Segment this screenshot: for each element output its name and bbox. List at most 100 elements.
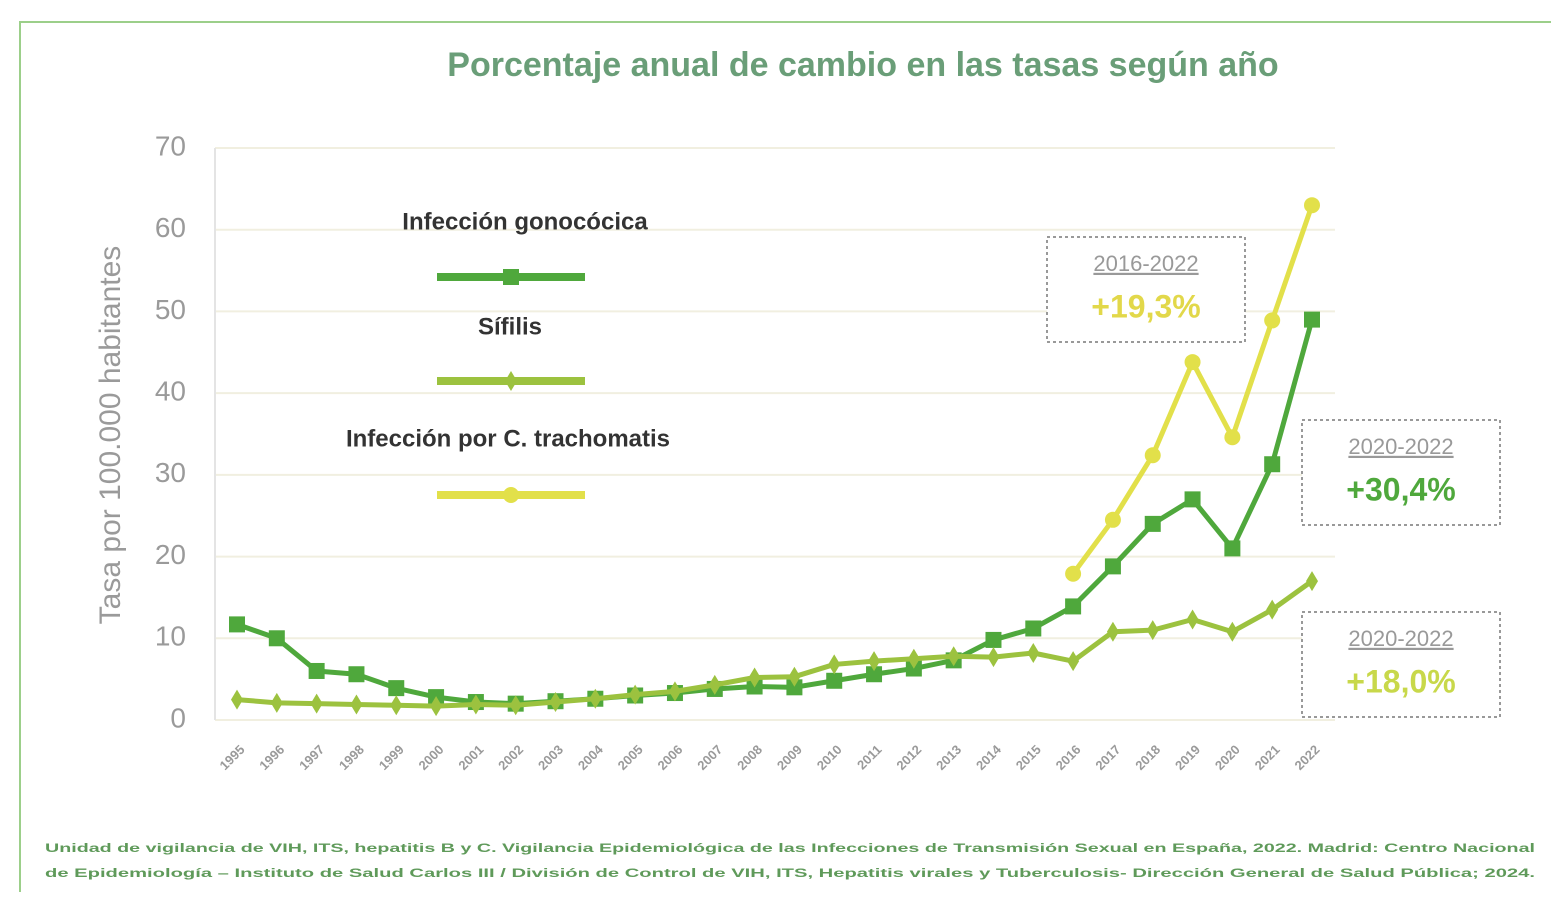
- y-tick-label: 70: [155, 130, 186, 161]
- marker: [505, 371, 517, 391]
- chart-title: Porcentaje anual de cambio en las tasas …: [447, 46, 1278, 84]
- marker: [1106, 621, 1119, 642]
- x-tick-label: 2020: [1212, 742, 1243, 773]
- x-tick-label: 2007: [694, 742, 725, 773]
- marker: [503, 269, 519, 285]
- marker: [708, 674, 721, 695]
- legend-label: Infección gonocócica: [402, 208, 648, 235]
- marker: [1184, 354, 1201, 371]
- marker: [868, 651, 881, 672]
- frame: [19, 21, 1551, 897]
- marker: [1104, 558, 1121, 575]
- marker: [828, 654, 841, 675]
- marker: [503, 487, 519, 503]
- marker: [509, 695, 522, 716]
- x-tick-label: 2001: [455, 742, 486, 773]
- x-tick-label: 2008: [734, 742, 765, 773]
- x-tick-label: 2011: [854, 742, 885, 773]
- x-tick-label: 2018: [1132, 742, 1163, 773]
- marker: [390, 695, 403, 716]
- marker: [947, 646, 960, 667]
- marker: [1144, 515, 1161, 532]
- x-tick-label: 2021: [1252, 742, 1283, 773]
- marker: [549, 692, 562, 713]
- annotation-value: +18,0%: [1346, 663, 1455, 699]
- marker: [350, 694, 363, 715]
- marker: [668, 681, 681, 702]
- marker: [985, 631, 1002, 648]
- x-tick-label: 2010: [814, 742, 845, 773]
- y-tick-label: 60: [155, 212, 186, 243]
- x-tick-label: 1996: [256, 742, 287, 773]
- marker: [1266, 599, 1279, 620]
- y-tick-label: 0: [170, 702, 186, 733]
- x-tick-label: 2000: [416, 742, 447, 773]
- annotation-value: +30,4%: [1346, 471, 1455, 507]
- annotation-box: [1301, 611, 1501, 718]
- x-tick-label: 2019: [1172, 742, 1203, 773]
- x-tick-label: 2004: [575, 741, 607, 773]
- y-tick-label: 30: [155, 457, 186, 488]
- x-tick-label: 1995: [216, 742, 247, 773]
- annotation-value: +19,3%: [1091, 288, 1200, 324]
- marker: [1186, 609, 1199, 630]
- marker: [866, 666, 883, 683]
- marker: [388, 680, 405, 697]
- y-tick-label: 10: [155, 621, 186, 652]
- marker: [589, 688, 602, 709]
- x-tick-label: 2012: [893, 742, 924, 773]
- marker: [786, 679, 803, 696]
- marker: [1226, 621, 1239, 642]
- series-line: [236, 318, 1315, 707]
- marker: [270, 692, 283, 713]
- marker: [1304, 311, 1320, 328]
- source-text: Unidad de vigilancia de VIH, ITS, hepati…: [45, 841, 1535, 855]
- annotation-box: [1046, 236, 1246, 343]
- source-text: de Epidemiología – Instituto de Salud Ca…: [45, 866, 1535, 880]
- series-line: [236, 579, 1314, 709]
- marker: [1146, 620, 1159, 641]
- marker: [1264, 456, 1281, 473]
- marker: [469, 694, 482, 715]
- annotation-range: 2016-2022: [1093, 251, 1198, 276]
- x-tick-label: 1997: [296, 742, 327, 773]
- x-tick-label: 2014: [973, 741, 1005, 773]
- marker: [1304, 197, 1320, 214]
- marker: [1104, 511, 1121, 528]
- x-tick-label: 2017: [1092, 742, 1123, 773]
- x-tick-label: 2005: [615, 742, 646, 773]
- annotation-box: [1301, 419, 1501, 526]
- x-tick-label: 2006: [654, 742, 685, 773]
- marker: [1065, 565, 1082, 582]
- y-axis-label: Tasa por 100.000 habitantes: [94, 246, 127, 625]
- x-tick-label: 2013: [933, 742, 964, 773]
- x-tick-label: 2002: [495, 742, 526, 773]
- marker: [348, 666, 365, 683]
- marker: [987, 647, 1000, 668]
- marker: [748, 667, 761, 688]
- x-tick-label: 2016: [1053, 742, 1084, 773]
- marker: [629, 684, 642, 705]
- marker: [788, 666, 801, 687]
- marker: [1224, 429, 1241, 446]
- marker: [1067, 651, 1080, 672]
- marker: [1224, 540, 1241, 557]
- x-tick-label: 2003: [535, 742, 566, 773]
- marker: [430, 696, 443, 717]
- marker: [1144, 447, 1161, 464]
- annotation-range: 2020-2022: [1348, 434, 1453, 459]
- x-tick-label: 2009: [774, 742, 805, 773]
- marker: [1025, 620, 1042, 637]
- marker: [1264, 312, 1281, 329]
- legend-label: Sífilis: [478, 313, 542, 340]
- marker: [826, 672, 843, 689]
- marker: [231, 689, 243, 710]
- y-tick-label: 20: [155, 539, 186, 570]
- marker: [268, 630, 285, 647]
- annotation-range: 2020-2022: [1348, 626, 1453, 651]
- marker: [1184, 491, 1201, 508]
- marker: [1065, 598, 1082, 615]
- marker: [1027, 642, 1040, 663]
- marker: [1306, 571, 1318, 592]
